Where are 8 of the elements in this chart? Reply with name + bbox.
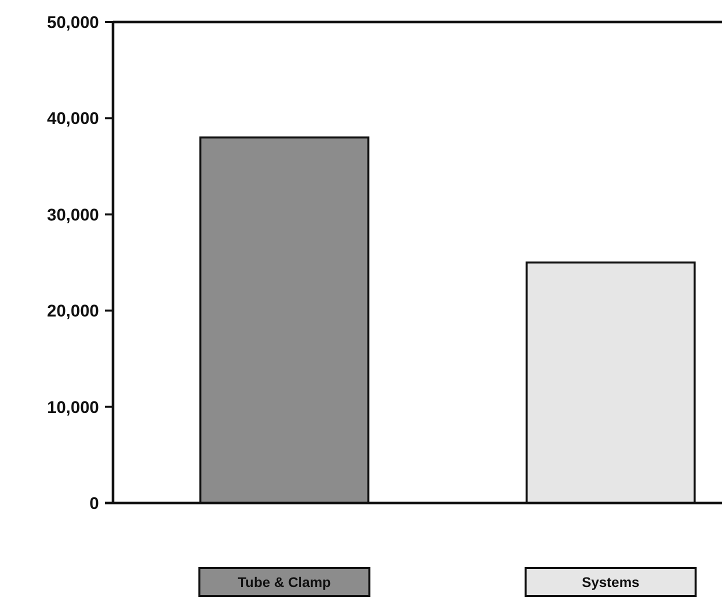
y-tick-label: 40,000	[47, 109, 99, 128]
y-tick-label: 20,000	[47, 302, 99, 321]
y-tick-label: 30,000	[47, 205, 99, 224]
y-tick-label: 10,000	[47, 398, 99, 417]
y-tick-label: 0	[90, 494, 99, 513]
x-tick-label: Tube & Clamp	[238, 574, 331, 590]
x-tick-label: Systems	[582, 574, 640, 590]
y-tick-label: 50,000	[47, 12, 99, 32]
